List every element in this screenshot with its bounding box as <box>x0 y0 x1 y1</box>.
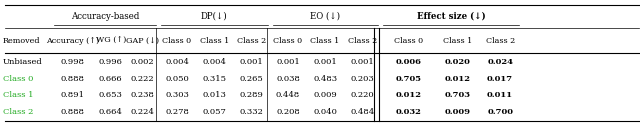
Text: 0.001: 0.001 <box>276 58 300 66</box>
Text: 0.238: 0.238 <box>131 91 155 99</box>
Text: WG (↑): WG (↑) <box>95 37 126 45</box>
Text: 0.996: 0.996 <box>99 58 123 66</box>
Text: Class 0: Class 0 <box>394 37 423 45</box>
Text: 0.012: 0.012 <box>445 75 470 83</box>
Text: 0.012: 0.012 <box>396 91 422 99</box>
Text: 0.705: 0.705 <box>396 75 422 83</box>
Text: Removed: Removed <box>3 37 40 45</box>
Text: EO (↓): EO (↓) <box>310 12 340 21</box>
Text: 0.653: 0.653 <box>99 91 123 99</box>
Text: 0.001: 0.001 <box>240 58 264 66</box>
Text: 0.017: 0.017 <box>487 75 513 83</box>
Text: 0.011: 0.011 <box>487 91 513 99</box>
Text: 0.050: 0.050 <box>165 75 189 83</box>
Text: Class 2: Class 2 <box>486 37 515 45</box>
Text: GAP (↓): GAP (↓) <box>126 37 159 45</box>
Text: Class 0: Class 0 <box>3 75 33 83</box>
Text: 0.484: 0.484 <box>351 108 374 116</box>
Text: 0.040: 0.040 <box>313 108 337 116</box>
Text: 0.888: 0.888 <box>61 75 85 83</box>
Text: Accuracy-based: Accuracy-based <box>71 12 139 21</box>
Text: 0.038: 0.038 <box>276 75 300 83</box>
Text: 0.278: 0.278 <box>165 108 189 116</box>
Text: Class 0: Class 0 <box>163 37 191 45</box>
Text: Accuracy (↑): Accuracy (↑) <box>46 37 100 45</box>
Text: 0.224: 0.224 <box>131 108 155 116</box>
Text: DP(↓): DP(↓) <box>201 12 228 21</box>
Text: 0.289: 0.289 <box>240 91 264 99</box>
Text: 0.002: 0.002 <box>131 58 154 66</box>
Text: 0.001: 0.001 <box>313 58 337 66</box>
Text: 0.057: 0.057 <box>202 108 227 116</box>
Text: 0.009: 0.009 <box>313 91 337 99</box>
Text: 0.013: 0.013 <box>202 91 227 99</box>
Text: 0.020: 0.020 <box>445 58 470 66</box>
Text: Unbiased: Unbiased <box>3 58 42 66</box>
Text: 0.888: 0.888 <box>61 108 85 116</box>
Text: Class 2: Class 2 <box>348 37 377 45</box>
Text: Class 1: Class 1 <box>200 37 229 45</box>
Text: 0.220: 0.220 <box>351 91 374 99</box>
Text: 0.700: 0.700 <box>487 108 513 116</box>
Text: 0.666: 0.666 <box>99 75 122 83</box>
Text: 0.703: 0.703 <box>445 91 470 99</box>
Text: 0.006: 0.006 <box>396 58 422 66</box>
Text: 0.891: 0.891 <box>61 91 85 99</box>
Text: 0.004: 0.004 <box>202 58 227 66</box>
Text: 0.483: 0.483 <box>313 75 337 83</box>
Text: 0.332: 0.332 <box>240 108 264 116</box>
Text: 0.004: 0.004 <box>165 58 189 66</box>
Text: 0.024: 0.024 <box>487 58 513 66</box>
Text: Class 1: Class 1 <box>310 37 340 45</box>
Text: Class 0: Class 0 <box>273 37 303 45</box>
Text: Class 2: Class 2 <box>237 37 266 45</box>
Text: 0.001: 0.001 <box>351 58 374 66</box>
Text: 0.448: 0.448 <box>276 91 300 99</box>
Text: 0.664: 0.664 <box>99 108 123 116</box>
Text: 0.303: 0.303 <box>165 91 189 99</box>
Text: 0.208: 0.208 <box>276 108 300 116</box>
Text: 0.009: 0.009 <box>445 108 470 116</box>
Text: 0.222: 0.222 <box>131 75 154 83</box>
Text: 0.203: 0.203 <box>351 75 374 83</box>
Text: 0.265: 0.265 <box>240 75 264 83</box>
Text: 0.032: 0.032 <box>396 108 422 116</box>
Text: 0.998: 0.998 <box>61 58 85 66</box>
Text: Effect size (↓): Effect size (↓) <box>417 12 486 21</box>
Text: Class 2: Class 2 <box>3 108 33 116</box>
Text: Class 1: Class 1 <box>443 37 472 45</box>
Text: 0.315: 0.315 <box>202 75 227 83</box>
Text: Class 1: Class 1 <box>3 91 33 99</box>
